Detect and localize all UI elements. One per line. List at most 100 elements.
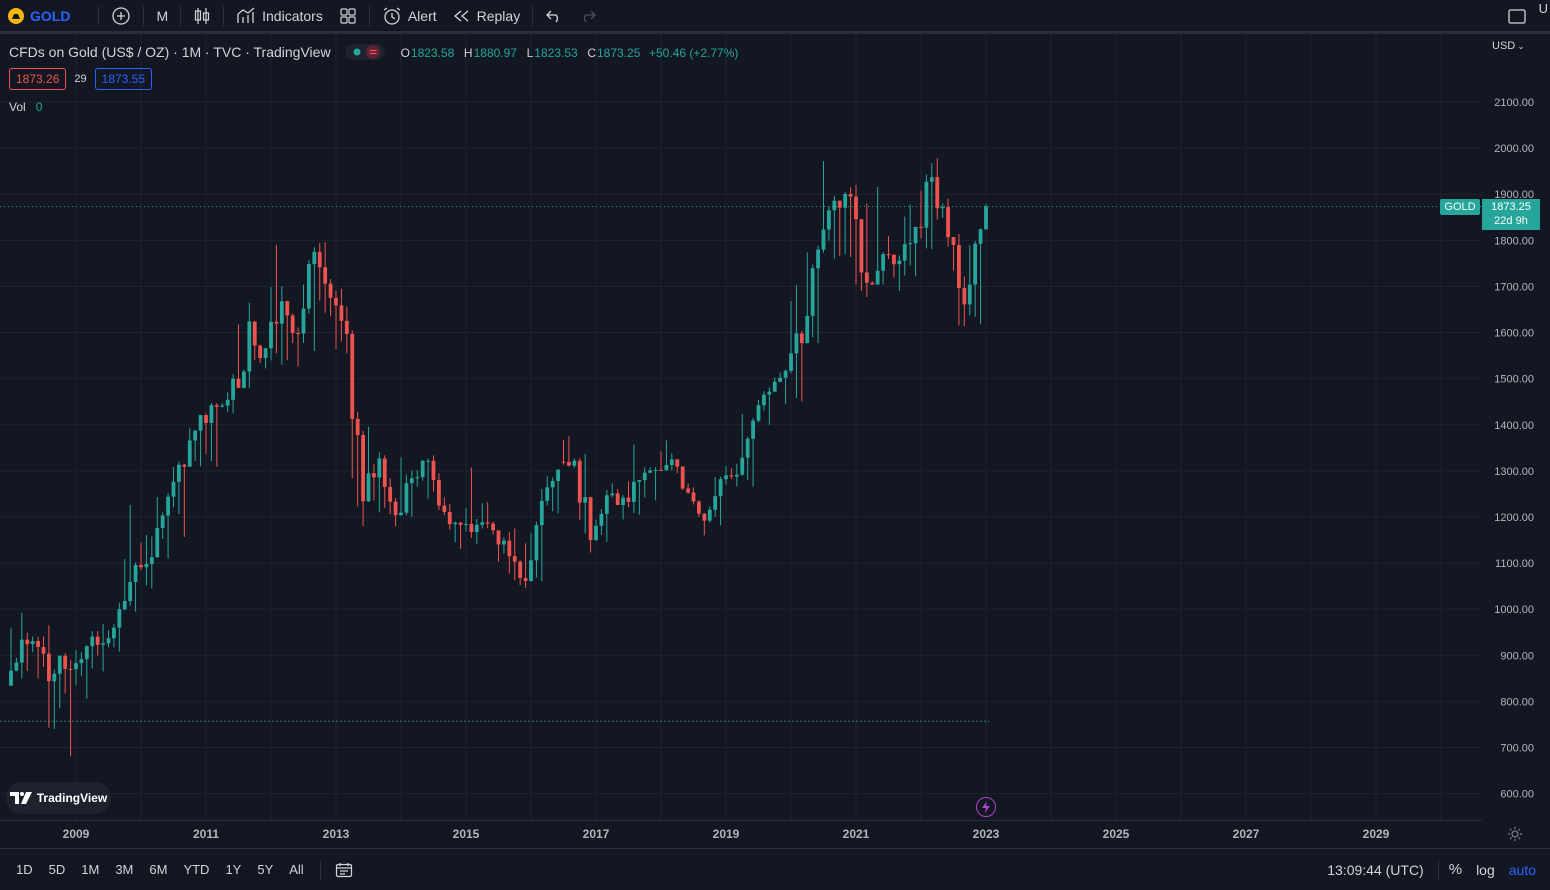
go-to-date-button[interactable]: [329, 862, 359, 878]
bid-ask-row: 1873.26 29 1873.55: [9, 68, 153, 90]
candle-body: [426, 460, 430, 462]
range-ytd-button[interactable]: YTD: [183, 862, 210, 877]
visibility-toggle[interactable]: [344, 43, 385, 61]
candle-body: [729, 475, 734, 477]
candle-body: [583, 497, 588, 503]
price-tick-label: 1700.00: [1494, 281, 1534, 293]
tradingview-logo[interactable]: TradingView: [6, 782, 111, 814]
time-tick-label: 2027: [1233, 827, 1260, 841]
volume-legend[interactable]: Vol 0: [9, 100, 42, 114]
interval-button[interactable]: M: [148, 0, 176, 31]
log-scale-toggle[interactable]: log: [1476, 861, 1495, 878]
price-axis[interactable]: USD ⌄ 600.00 700.00 800.00 900.00 1000.00 1100…: [1482, 34, 1550, 820]
candle-body: [859, 219, 864, 273]
replay-label: Replay: [476, 7, 521, 24]
axis-settings-button[interactable]: [1505, 824, 1525, 844]
candle-body: [382, 458, 387, 488]
candle-body: [745, 438, 750, 458]
candle-body: [718, 479, 723, 497]
candle-body: [117, 609, 122, 628]
chart-title[interactable]: CFDs on Gold (US$ / OZ) · 1M · TVC · Tra…: [9, 44, 331, 60]
fullscreen-button[interactable]: [1499, 0, 1531, 31]
candle-body: [507, 540, 512, 557]
candle-body: [539, 500, 544, 526]
candle-body: [978, 229, 983, 244]
chart-pane[interactable]: CFDs on Gold (US$ / OZ) · 1M · TVC · Tra…: [0, 34, 1482, 820]
time-axis[interactable]: 2009 2011 2013 2015 2017 2019 2021 2023 2025 2027…: [0, 820, 1482, 847]
currency-selector[interactable]: USD ⌄: [1492, 40, 1525, 52]
candle-body: [9, 670, 13, 686]
candle-body: [561, 461, 566, 463]
price-tick-label: 1200.00: [1494, 512, 1534, 524]
candle-body: [220, 405, 225, 407]
user-initial: U: [1538, 0, 1548, 16]
compare-symbol-button[interactable]: [103, 0, 139, 31]
candlestick-chart[interactable]: [0, 34, 1482, 820]
percent-scale-toggle[interactable]: %: [1448, 861, 1463, 878]
candle-body: [724, 475, 728, 480]
redo-icon: [584, 10, 597, 22]
candle-body: [242, 371, 246, 388]
candle-body: [669, 459, 674, 465]
range-all-button[interactable]: All: [289, 862, 304, 877]
candle-body: [41, 647, 46, 654]
alert-button[interactable]: Alert: [374, 0, 445, 31]
range-5y-button[interactable]: 5Y: [257, 862, 274, 877]
symbol-search[interactable]: GOLD: [0, 0, 78, 31]
ohlc-values: O1823.58 H1880.97 L1823.53 C1873.25 +50.…: [400, 45, 739, 60]
candle-body: [675, 459, 680, 467]
candle-body: [431, 460, 436, 481]
change-value: +50.46 (+2.77%): [649, 45, 739, 60]
candle-body: [594, 525, 598, 541]
candle-body: [420, 460, 425, 478]
events-marker[interactable]: [976, 797, 996, 817]
interval-label: M: [156, 7, 169, 24]
time-tick-label: 2017: [583, 827, 610, 841]
candle-body: [691, 492, 696, 502]
indicators-button[interactable]: Indicators: [228, 0, 331, 31]
candle-body: [166, 496, 170, 516]
candle-body: [908, 243, 913, 245]
replay-button[interactable]: Replay: [445, 0, 529, 31]
range-1y-button[interactable]: 1Y: [225, 862, 242, 877]
buy-price-button[interactable]: 1873.55: [94, 68, 153, 90]
price-tick-label: 1100.00: [1495, 558, 1534, 570]
clock-display[interactable]: 13:09:44 (UTC): [1327, 861, 1424, 878]
candle-body: [935, 177, 940, 209]
range-1d-button[interactable]: 1D: [16, 862, 33, 877]
candle-body: [767, 391, 772, 395]
sell-price-button[interactable]: 1873.26: [9, 68, 67, 90]
redo-button[interactable]: [571, 0, 605, 31]
range-5d-button[interactable]: 5D: [48, 862, 66, 877]
range-3m-button[interactable]: 3M: [115, 862, 134, 877]
candle-body: [474, 524, 479, 532]
candle-body: [404, 483, 409, 513]
range-1m-button[interactable]: 1M: [81, 862, 100, 877]
price-tick-label: 2000.00: [1494, 143, 1534, 155]
range-6m-button[interactable]: 6M: [149, 862, 168, 877]
bar-countdown: 22d 9h: [1494, 214, 1528, 227]
candle-body: [886, 254, 891, 256]
price-tick-label: 1000.00: [1494, 604, 1534, 616]
candle-body: [485, 522, 490, 524]
price-tick-label: 1300.00: [1494, 466, 1534, 478]
time-tick-label: 2029: [1363, 827, 1390, 841]
candle-body: [572, 460, 577, 466]
undo-button[interactable]: [537, 0, 571, 31]
divider: [180, 5, 182, 26]
auto-scale-toggle[interactable]: auto: [1508, 861, 1536, 878]
top-toolbar: GOLD M Indicators Alert Replay: [0, 0, 1550, 34]
candle-body: [512, 556, 517, 562]
candles: [9, 158, 988, 757]
user-menu-button[interactable]: U: [1531, 0, 1550, 16]
layouts-button[interactable]: [331, 0, 365, 31]
candle-body: [588, 497, 593, 541]
time-tick-label: 2023: [973, 827, 1000, 841]
candle-body: [848, 193, 853, 197]
chart-type-button[interactable]: [185, 0, 219, 31]
candle-body: [653, 469, 658, 471]
candle-body: [837, 200, 842, 208]
candle-body: [247, 321, 252, 372]
divider: [319, 859, 321, 880]
candles-icon: [195, 7, 210, 24]
